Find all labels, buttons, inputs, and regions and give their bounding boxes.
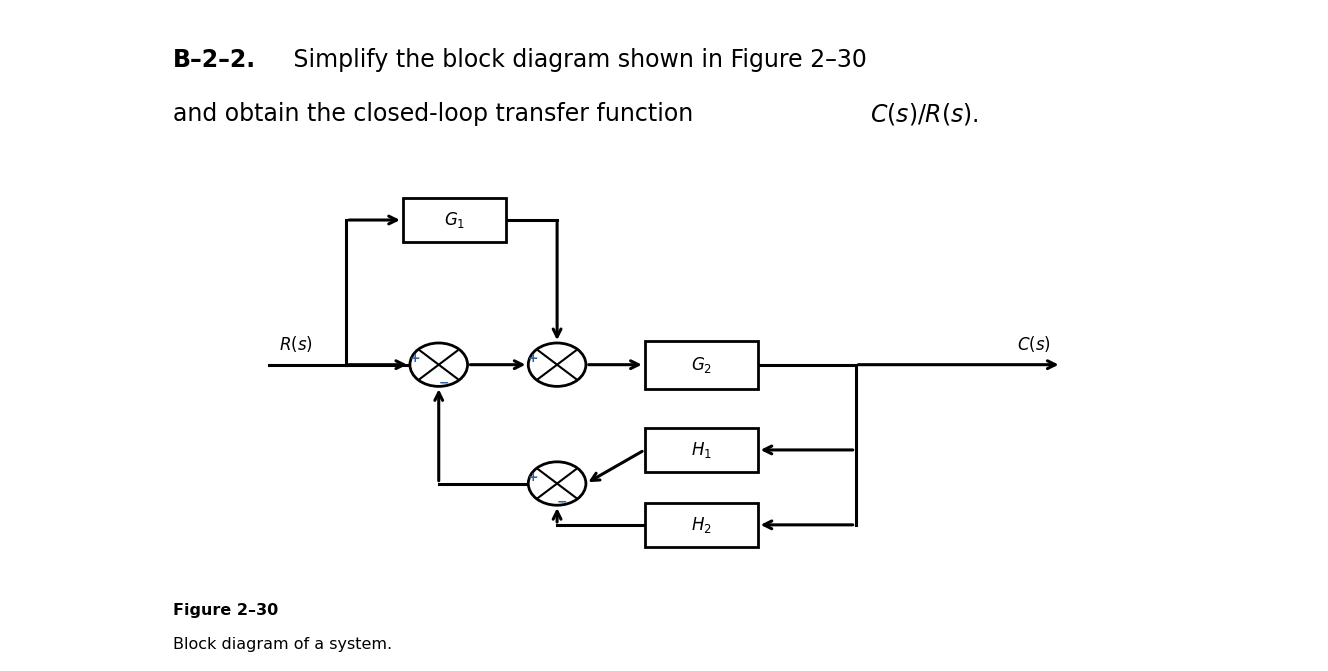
Text: −: − bbox=[556, 496, 567, 509]
Ellipse shape bbox=[529, 343, 586, 386]
Text: Figure 2–30: Figure 2–30 bbox=[173, 603, 278, 618]
Text: Block diagram of a system.: Block diagram of a system. bbox=[173, 637, 392, 652]
Bar bbox=[644, 341, 758, 389]
Bar bbox=[644, 428, 758, 472]
Ellipse shape bbox=[529, 462, 586, 505]
Text: $G_2$: $G_2$ bbox=[691, 355, 712, 374]
Text: $C(s)$: $C(s)$ bbox=[1017, 334, 1052, 354]
Text: $R(s)$: $R(s)$ bbox=[279, 334, 313, 354]
Text: +: + bbox=[410, 352, 421, 365]
Text: $H_1$: $H_1$ bbox=[691, 440, 712, 460]
Bar bbox=[644, 503, 758, 547]
Text: and obtain the closed-loop transfer function: and obtain the closed-loop transfer func… bbox=[173, 102, 700, 126]
Text: $H_2$: $H_2$ bbox=[691, 515, 712, 535]
Text: −: − bbox=[438, 377, 449, 390]
Text: $G_1$: $G_1$ bbox=[444, 210, 465, 230]
Ellipse shape bbox=[410, 343, 467, 386]
Text: $C(s)/R(s)$.: $C(s)/R(s)$. bbox=[870, 101, 979, 127]
Text: +: + bbox=[529, 352, 539, 365]
Text: +: + bbox=[529, 471, 539, 484]
Text: B–2–2.: B–2–2. bbox=[173, 48, 256, 72]
Text: Simplify the block diagram shown in Figure 2–30: Simplify the block diagram shown in Figu… bbox=[286, 48, 866, 72]
Bar bbox=[402, 198, 506, 242]
